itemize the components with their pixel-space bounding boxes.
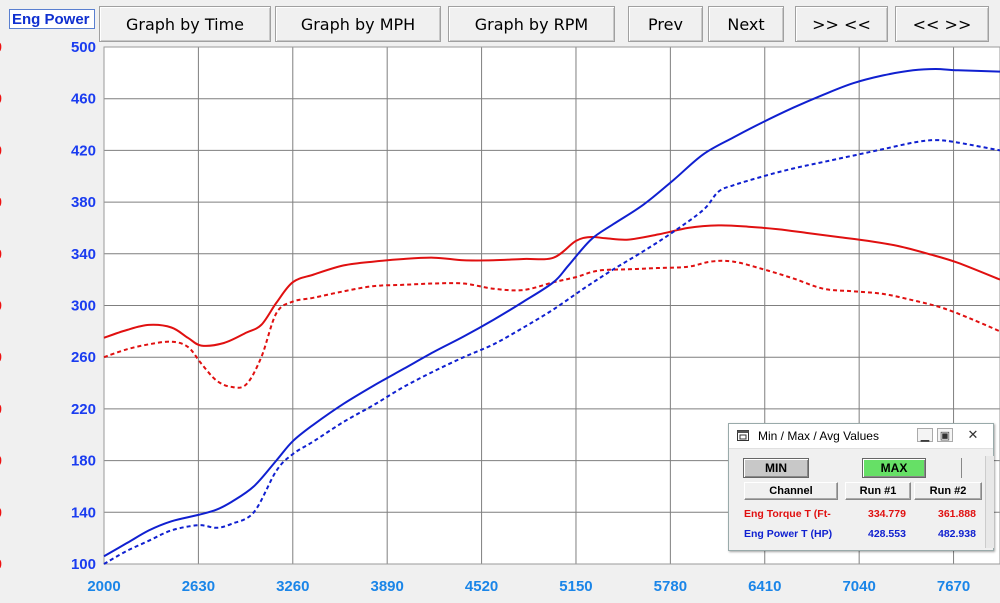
secondary-tick-label: 0 xyxy=(0,556,2,573)
y-tick-label: 380 xyxy=(71,194,96,211)
y-tick-label: 260 xyxy=(71,349,96,366)
x-tick-label: 6410 xyxy=(748,578,781,595)
min-button[interactable]: MIN xyxy=(743,458,809,478)
x-tick-label: 5780 xyxy=(654,578,687,595)
secondary-tick-label: 0 xyxy=(0,246,2,263)
window-title: Min / Max / Avg Values xyxy=(758,429,879,443)
run1-value-cell: 334.779 xyxy=(868,508,906,520)
x-axis-ticks: 2000 2630 3260 3890 4520 5150 5780 6410 7040 7670 xyxy=(87,578,970,595)
x-tick-label: 5150 xyxy=(559,578,592,595)
x-tick-label: 7670 xyxy=(937,578,970,595)
secondary-tick-label: 0 xyxy=(0,194,2,211)
y-tick-label: 460 xyxy=(71,91,96,108)
secondary-tick-label: 0 xyxy=(0,401,2,418)
y-tick-label: 100 xyxy=(71,556,96,573)
x-tick-label: 4520 xyxy=(465,578,498,595)
run1-value-cell: 428.553 xyxy=(868,528,906,540)
maximize-icon[interactable]: ▣ xyxy=(937,428,953,442)
graph-by-mph-button[interactable]: Graph by MPH xyxy=(275,6,441,42)
y-tick-label: 340 xyxy=(71,246,96,263)
secondary-tick-label: 0 xyxy=(0,453,2,470)
zoom-in-button[interactable]: >> << xyxy=(795,6,888,42)
y-tick-label: 420 xyxy=(71,142,96,159)
window-app-icon xyxy=(737,430,749,441)
y-tick-label: 180 xyxy=(71,453,96,470)
channel-selector-value: Eng Power xyxy=(12,11,90,28)
vertical-scrollbar[interactable] xyxy=(985,456,994,548)
run2-value-cell: 482.938 xyxy=(938,528,976,540)
column-header-run1[interactable]: Run #1 xyxy=(845,482,911,500)
minimize-icon[interactable]: ▁ xyxy=(917,428,933,442)
y-tick-label: 220 xyxy=(71,401,96,418)
x-tick-label: 2000 xyxy=(87,578,120,595)
secondary-tick-label: 0 xyxy=(0,142,2,159)
max-button[interactable]: MAX xyxy=(862,458,926,478)
column-header-run2[interactable]: Run #2 xyxy=(914,482,982,500)
secondary-tick-label: 0 xyxy=(0,504,2,521)
y-tick-label: 300 xyxy=(71,298,96,315)
x-tick-label: 7040 xyxy=(842,578,875,595)
secondary-tick-label: 0 xyxy=(0,349,2,366)
y-tick-label: 140 xyxy=(71,504,96,521)
run2-value-cell: 361.888 xyxy=(938,508,976,520)
min-max-avg-window: Min / Max / Avg Values ▁ ▣ ✕ MIN MAX Cha… xyxy=(728,423,994,551)
divider xyxy=(961,458,962,478)
prev-button[interactable]: Prev xyxy=(628,6,703,42)
graph-by-time-button[interactable]: Graph by Time xyxy=(99,6,271,42)
channel-selector[interactable]: Eng Power xyxy=(9,9,95,29)
close-icon[interactable]: ✕ xyxy=(967,427,979,442)
column-header-channel[interactable]: Channel xyxy=(744,482,838,500)
window-titlebar[interactable]: Min / Max / Avg Values ▁ ▣ ✕ xyxy=(729,424,993,449)
next-button[interactable]: Next xyxy=(708,6,784,42)
x-tick-label: 3260 xyxy=(276,578,309,595)
x-tick-label: 3890 xyxy=(370,578,403,595)
secondary-tick-label: 0 xyxy=(0,298,2,315)
toolbar: Eng Power Graph by Time Graph by MPH Gra… xyxy=(0,0,1000,44)
channel-name-cell: Eng Torque T (Ft- xyxy=(744,508,831,520)
zoom-out-button[interactable]: << >> xyxy=(895,6,989,42)
x-tick-label: 2630 xyxy=(182,578,215,595)
channel-name-cell: Eng Power T (HP) xyxy=(744,528,833,540)
graph-by-rpm-button[interactable]: Graph by RPM xyxy=(448,6,615,42)
secondary-axis-ticks: 00000000000 xyxy=(0,39,2,573)
secondary-tick-label: 0 xyxy=(0,91,2,108)
